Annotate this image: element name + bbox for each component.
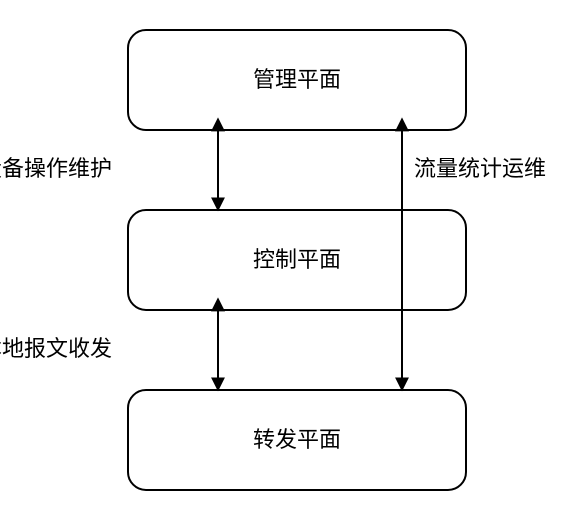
node-label: 转发平面 (253, 427, 341, 452)
node-management-plane: 管理平面 (128, 30, 466, 130)
edge-label: 流量统计运维 (414, 156, 546, 181)
edge-label: 设备操作维护 (0, 156, 112, 181)
node-control-plane: 控制平面 (128, 210, 466, 310)
edge-local-packets: 本地报文收发 (0, 310, 218, 390)
diagram-canvas: 管理平面 控制平面 转发平面 设备操作维护 本地报文收发 流量统计运维 (0, 0, 576, 511)
node-label: 管理平面 (253, 67, 341, 92)
node-label: 控制平面 (253, 247, 341, 272)
edge-label: 本地报文收发 (0, 336, 112, 361)
node-forwarding-plane: 转发平面 (128, 390, 466, 490)
edge-device-ops: 设备操作维护 (0, 130, 218, 210)
